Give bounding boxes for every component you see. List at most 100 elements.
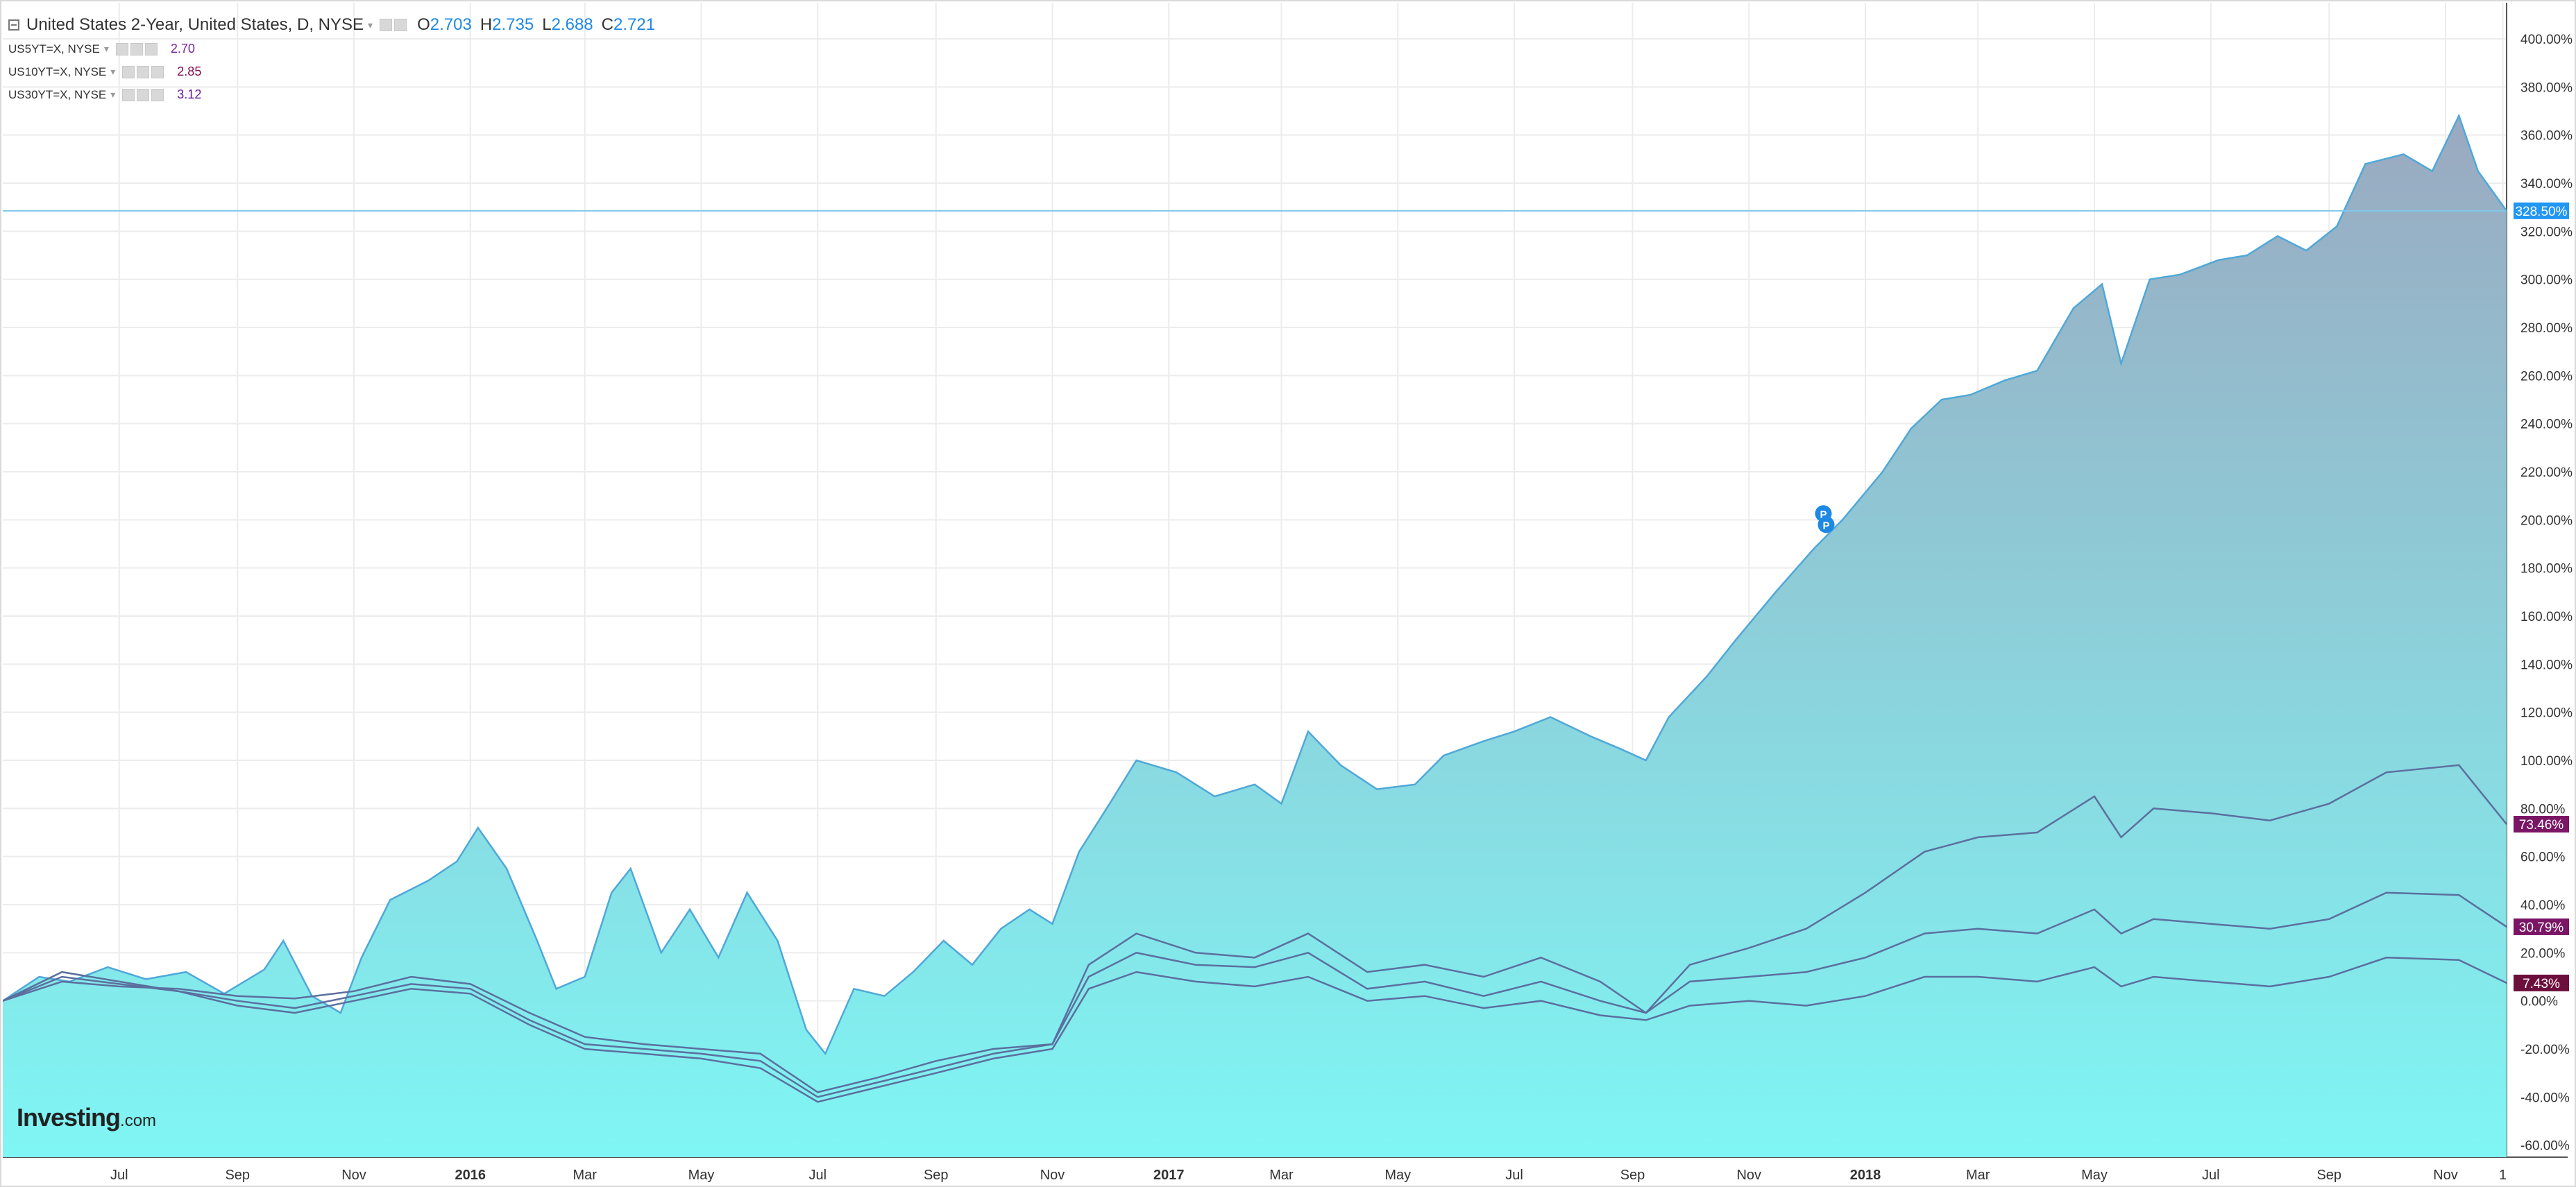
x-tick-label: Jul: [808, 1168, 827, 1183]
y-tick-label: 400.00%: [2520, 33, 2573, 47]
investing-logo: Investing.com: [17, 1103, 156, 1132]
x-tick-label: Sep: [225, 1168, 250, 1183]
study-legend-us10y: US10YT=X, NYSE ▾ 2.85: [8, 60, 655, 83]
settings-icon[interactable]: [380, 19, 393, 31]
price-label-us30y-bg: [2514, 974, 2569, 991]
series-group: [3, 113, 2507, 1157]
settings-icon[interactable]: [115, 42, 128, 55]
x-tick-label: May: [1384, 1168, 1411, 1183]
study-value: 2.85: [177, 65, 202, 78]
x-tick-label: May: [2081, 1168, 2108, 1183]
price-label-us10y: 30.79%: [2519, 921, 2564, 935]
study-value: 2.70: [170, 42, 195, 55]
y-tick-label: 320.00%: [2520, 225, 2573, 239]
price-label-us5y: 73.46%: [2519, 818, 2564, 832]
x-tick-label: 2018: [1850, 1168, 1881, 1183]
chevron-down-icon[interactable]: ▾: [110, 89, 116, 100]
y-tick-label: 180.00%: [2520, 562, 2573, 577]
x-tick-label: Sep: [924, 1168, 949, 1183]
study-legend-us5y: US5YT=X, NYSE ▾ 2.70: [8, 37, 655, 60]
settings-icon[interactable]: [122, 65, 135, 78]
y-tick-label: 220.00%: [2520, 466, 2573, 480]
hide-icon[interactable]: [137, 65, 150, 78]
y-tick-label: 60.00%: [2520, 851, 2566, 865]
x-tick-label: Sep: [1620, 1168, 1645, 1183]
price-label-us2y-bg: [2514, 202, 2569, 219]
collapse-legend-icon[interactable]: [8, 19, 19, 31]
price-label-us10y-bg: [2514, 918, 2569, 935]
x-tick-label: Jul: [110, 1168, 128, 1183]
y-tick-label: 380.00%: [2520, 80, 2573, 95]
close-value: 2.721: [613, 15, 656, 34]
line-us30y: [3, 957, 2507, 1103]
y-tick-label: 200.00%: [2520, 513, 2573, 528]
chevron-down-icon[interactable]: ▾: [368, 19, 373, 31]
hide-icon[interactable]: [137, 88, 150, 101]
event-marker-icon: [1817, 516, 1835, 533]
logo-brand: Investing: [17, 1103, 121, 1132]
x-tick-label: May: [688, 1168, 715, 1183]
y-tick-label: 0.00%: [2520, 995, 2558, 1009]
x-tick-label: Nov: [2433, 1168, 2458, 1183]
study-symbol[interactable]: US5YT=X, NYSE: [8, 42, 100, 55]
y-tick-label: 260.00%: [2520, 369, 2573, 384]
y-tick-label: 40.00%: [2520, 898, 2566, 913]
y-tick-label: -40.00%: [2520, 1091, 2570, 1105]
y-tick-label: 300.00%: [2520, 273, 2573, 288]
x-tick-label: Jul: [1505, 1168, 1523, 1183]
study-legend-us30y: US30YT=X, NYSE ▾ 3.12: [8, 83, 655, 106]
y-tick-label: 120.00%: [2520, 706, 2573, 721]
low-value: 2.688: [551, 15, 593, 34]
low-label: L: [542, 15, 552, 34]
x-tick-label: Mar: [1966, 1168, 1990, 1183]
y-tick-label: -20.00%: [2520, 1043, 2570, 1057]
settings-icon[interactable]: [122, 88, 135, 101]
x-tick-label: 2017: [1153, 1168, 1185, 1183]
y-tick-label: 340.00%: [2520, 177, 2573, 191]
hide-icon[interactable]: [394, 19, 407, 31]
x-tick-label: Mar: [573, 1168, 598, 1183]
price-label-us30y: 7.43%: [2523, 977, 2560, 991]
logo-suffix: .com: [120, 1111, 157, 1130]
y-tick-label: 80.00%: [2520, 802, 2566, 817]
chevron-down-icon[interactable]: ▾: [110, 66, 116, 77]
y-tick-label: 20.00%: [2520, 946, 2566, 961]
event-marker-label: P: [1820, 509, 1827, 520]
high-label: H: [480, 15, 493, 34]
y-tick-label: 240.00%: [2520, 418, 2573, 432]
x-tick-label: Mar: [1269, 1168, 1294, 1183]
event-marker-label: P: [1822, 520, 1829, 531]
chart-legend: United States 2-Year, United States, D, …: [8, 12, 655, 106]
y-tick-label: 280.00%: [2520, 321, 2573, 336]
x-tick-label: Jul: [2202, 1168, 2220, 1183]
study-value: 3.12: [177, 87, 202, 101]
line-us10y: [3, 891, 2507, 1098]
x-tick-label: 1: [2499, 1168, 2507, 1183]
open-label: O: [417, 15, 430, 34]
chevron-down-icon[interactable]: ▾: [103, 43, 109, 54]
x-tick-label: Sep: [2316, 1168, 2341, 1183]
y-tick-label: 100.00%: [2520, 754, 2573, 769]
study-symbol[interactable]: US30YT=X, NYSE: [8, 87, 107, 101]
y-tick-label: 160.00%: [2520, 610, 2573, 624]
high-value: 2.735: [492, 15, 534, 34]
x-tick-label: 2016: [455, 1168, 486, 1183]
open-value: 2.703: [430, 15, 472, 34]
close-icon[interactable]: [151, 65, 164, 78]
y-tick-label: -60.00%: [2520, 1139, 2570, 1154]
area-us2y: [3, 115, 2507, 1157]
price-label-us2y: 328.50%: [2515, 205, 2567, 219]
price-label-us5y-bg: [2514, 816, 2569, 833]
y-tick-label: 360.00%: [2520, 129, 2573, 144]
close-label: C: [601, 15, 613, 34]
close-icon[interactable]: [144, 42, 158, 55]
hide-icon[interactable]: [130, 42, 143, 55]
line-us5y: [3, 764, 2507, 1093]
main-series-title[interactable]: United States 2-Year, United States, D, …: [26, 15, 364, 34]
x-tick-label: Nov: [1040, 1168, 1065, 1183]
close-icon[interactable]: [151, 88, 164, 101]
study-symbol[interactable]: US10YT=X, NYSE: [8, 65, 107, 78]
x-tick-label: Nov: [341, 1168, 366, 1183]
